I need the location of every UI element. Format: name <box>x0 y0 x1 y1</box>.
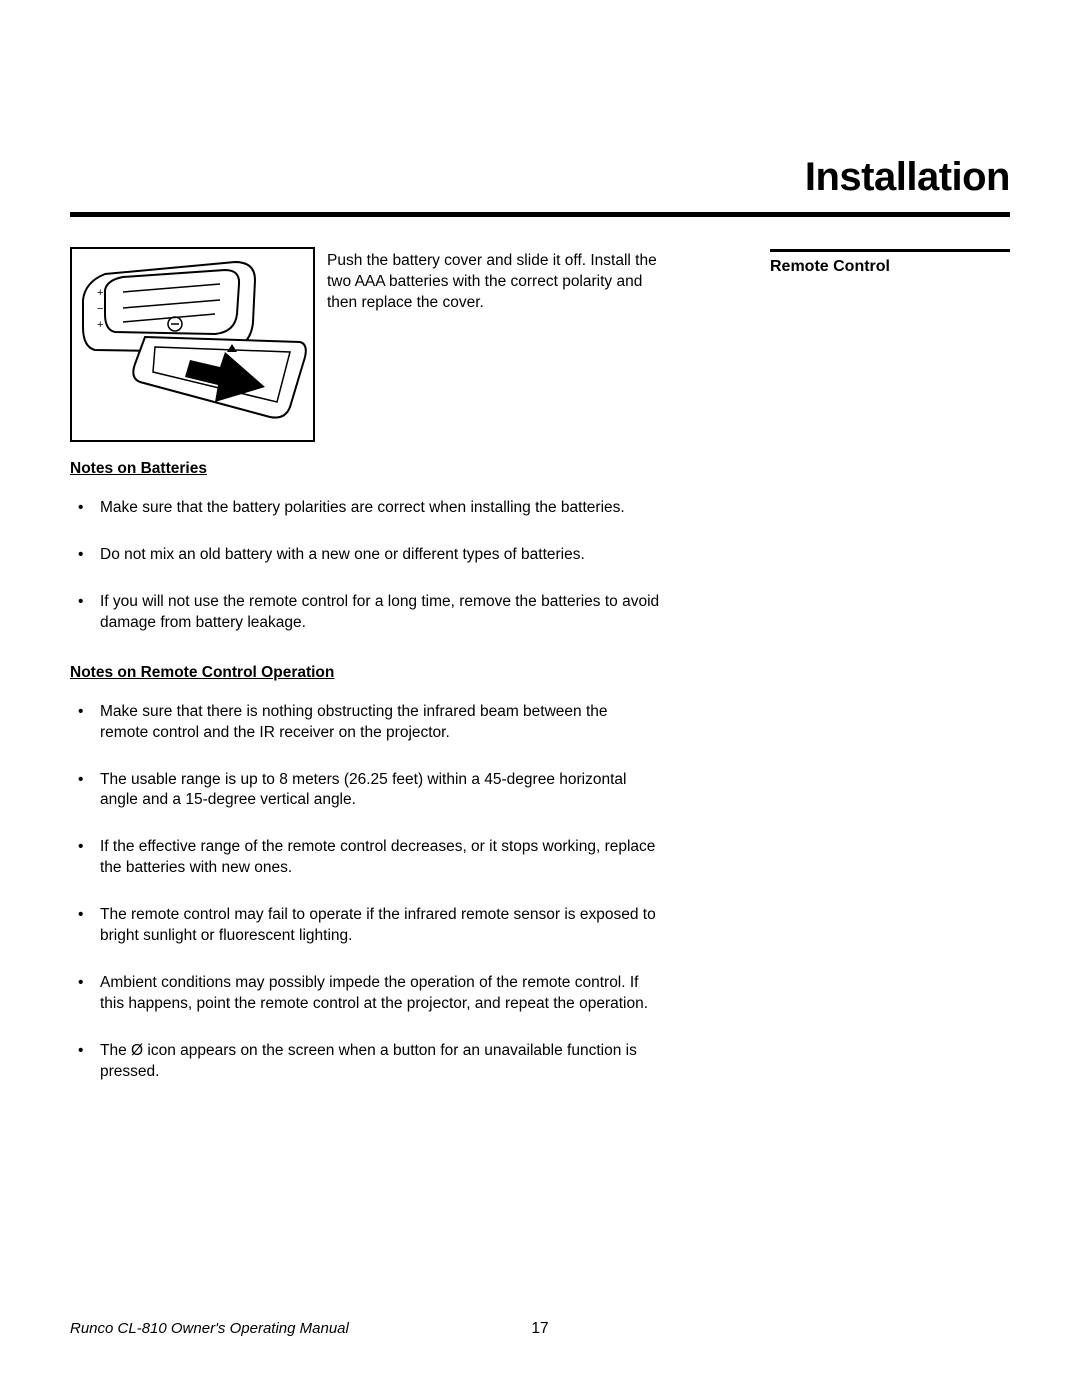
operation-list: Make sure that there is nothing obstruct… <box>70 702 660 1083</box>
list-item: The Ø icon appears on the screen when a … <box>78 1041 660 1083</box>
svg-text:+: + <box>97 319 103 331</box>
list-item: The remote control may fail to operate i… <box>78 905 660 947</box>
list-item: Ambient conditions may possibly impede t… <box>78 973 660 1015</box>
battery-diagram-svg: + − + <box>75 252 310 437</box>
side-divider <box>770 249 1010 252</box>
footer-page-number: 17 <box>531 1320 548 1338</box>
svg-text:+: + <box>97 287 103 299</box>
intro-text: Push the battery cover and slide it off.… <box>327 247 660 314</box>
list-item: If you will not use the remote control f… <box>78 592 660 634</box>
operation-heading: Notes on Remote Control Operation <box>70 664 660 682</box>
page-title: Installation <box>70 155 1010 200</box>
batteries-heading: Notes on Batteries <box>70 460 660 478</box>
list-item: Make sure that there is nothing obstruct… <box>78 702 660 744</box>
content-wrapper: + − + Push the battery cover and slide i… <box>70 247 1010 1109</box>
side-heading: Remote Control <box>770 258 1010 276</box>
svg-text:−: − <box>97 303 103 315</box>
batteries-list: Make sure that the battery polarities ar… <box>70 498 660 634</box>
page-footer: Runco CL-810 Owner's Operating Manual 17 <box>70 1320 1010 1337</box>
battery-diagram: + − + <box>70 247 315 442</box>
side-column: Remote Control <box>770 247 1010 276</box>
footer-manual-title: Runco CL-810 Owner's Operating Manual <box>70 1320 349 1337</box>
list-item: Make sure that the battery polarities ar… <box>78 498 660 519</box>
title-divider <box>70 212 1010 217</box>
list-item: The usable range is up to 8 meters (26.2… <box>78 770 660 812</box>
list-item: If the effective range of the remote con… <box>78 837 660 879</box>
list-item: Do not mix an old battery with a new one… <box>78 545 660 566</box>
intro-row: + − + Push the battery cover and slide i… <box>70 247 660 442</box>
main-column: + − + Push the battery cover and slide i… <box>70 247 660 1109</box>
